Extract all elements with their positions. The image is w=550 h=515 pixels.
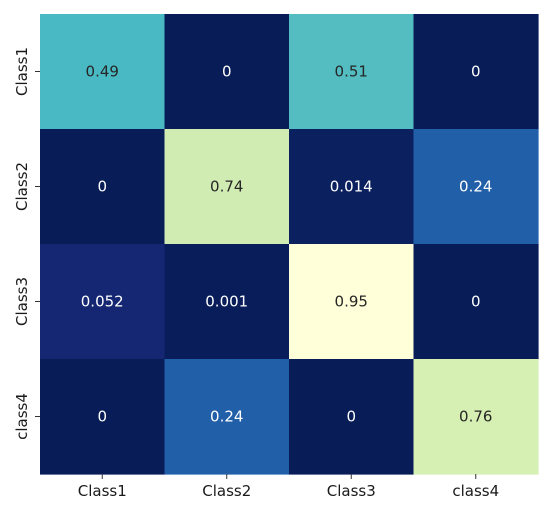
y-tick-label-2: Class2 [13, 162, 31, 211]
cell-value-label-r2-c3: 0.014 [330, 178, 373, 196]
heatmap-cell-r2-c3 [289, 129, 415, 245]
cell-value-label-r3-c4: 0 [471, 293, 481, 311]
x-tick-label-2: Class2 [202, 482, 251, 500]
cell-value-label-r1-c2: 0 [222, 63, 232, 81]
heatmap-cells [40, 14, 539, 475]
heatmap-cell-r1-c2 [164, 14, 290, 130]
x-tick-label-3: Class3 [327, 482, 376, 500]
heatmap-cell-r4-c1 [40, 359, 166, 475]
heatmap-cell-r1-c3 [289, 14, 415, 130]
heatmap-cell-r2-c1 [40, 129, 166, 245]
heatmap-cell-r4-c3 [289, 359, 415, 475]
heatmap-cell-r1-c4 [413, 14, 539, 130]
heatmap-cell-r4-c4 [413, 359, 539, 475]
cell-value-label-r4-c1: 0 [97, 408, 107, 426]
x-tick-label-4: class4 [452, 482, 499, 500]
cell-value-label-r3-c2: 0.001 [205, 293, 248, 311]
y-tick-label-3: Class3 [13, 277, 31, 326]
y-tick-label-4: class4 [13, 393, 31, 440]
heatmap-cell-r3-c2 [164, 244, 290, 360]
cell-value-label-r3-c1: 0.052 [81, 293, 124, 311]
cell-value-label-r1-c3: 0.51 [335, 63, 368, 81]
heatmap-cell-r3-c1 [40, 244, 166, 360]
y-tick-label-1: Class1 [13, 47, 31, 96]
cell-value-label-r4-c2: 0.24 [210, 408, 243, 426]
cell-value-label-r4-c4: 0.76 [459, 408, 492, 426]
cell-value-label-r4-c3: 0 [346, 408, 356, 426]
heatmap-cell-r1-c1 [40, 14, 166, 130]
cell-value-label-r3-c3: 0.95 [335, 293, 368, 311]
heatmap-cell-labels: 0.49 0 0.51 0 0 0.74 0.014 0.24 0.052 0.001 0.95 0 0… [81, 63, 493, 426]
y-axis: Class1 Class2 Class3 class4 [13, 47, 40, 440]
cell-value-label-r2-c4: 0.24 [459, 178, 492, 196]
cell-value-label-r1-c4: 0 [471, 63, 481, 81]
heatmap-cell-r2-c2 [164, 129, 290, 245]
cell-value-label-r1-c1: 0.49 [86, 63, 119, 81]
x-axis: Class1 Class2 Class3 class4 [78, 474, 499, 500]
heatmap-cell-r4-c2 [164, 359, 290, 475]
heatmap-cell-r3-c3 [289, 244, 415, 360]
cell-value-label-r2-c1: 0 [97, 178, 107, 196]
heatmap-cell-r3-c4 [413, 244, 539, 360]
heatmap-cell-r2-c4 [413, 129, 539, 245]
x-tick-label-1: Class1 [78, 482, 127, 500]
cell-value-label-r2-c2: 0.74 [210, 178, 243, 196]
